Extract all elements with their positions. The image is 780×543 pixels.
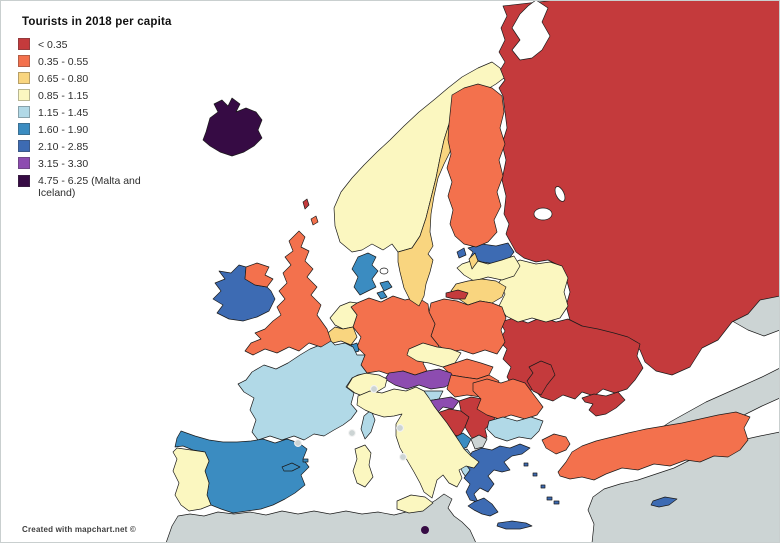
region-peloponnese[interactable]: [467, 497, 499, 517]
legend-item: 0.85 - 1.15: [18, 89, 188, 102]
legend-item: 1.60 - 1.90: [18, 123, 188, 136]
country-malta-dot[interactable]: [421, 526, 429, 534]
microstate-vatican-dot[interactable]: [399, 453, 407, 461]
legend-items: < 0.35 0.35 - 0.55 0.65 - 0.80 0.85 - 1.15 1…: [18, 38, 188, 200]
region-turkey-thrace[interactable]: [541, 433, 571, 455]
region-aegean-island[interactable]: [546, 496, 553, 501]
country-finland[interactable]: [446, 83, 506, 248]
legend-item: 3.15 - 3.30: [18, 157, 188, 170]
white-sea: [511, 0, 551, 61]
country-denmark-funen[interactable]: [376, 290, 388, 300]
country-moldova[interactable]: [526, 360, 556, 396]
region-gotland[interactable]: [468, 252, 479, 270]
country-cyprus[interactable]: [650, 496, 678, 508]
region-aegean-island[interactable]: [523, 462, 529, 467]
country-estonia-islands[interactable]: [456, 247, 467, 259]
country-sweden[interactable]: [397, 123, 453, 307]
legend-swatch: [18, 55, 30, 68]
region-sicily[interactable]: [396, 494, 434, 514]
legend-swatch: [18, 38, 30, 50]
legend-swatch: [18, 106, 30, 119]
legend-label: 3.15 - 3.30: [38, 157, 89, 170]
region-crete[interactable]: [496, 520, 533, 530]
legend-title: Tourists in 2018 per capita: [22, 16, 172, 28]
region-crimea[interactable]: [581, 391, 626, 417]
country-netherlands[interactable]: [329, 301, 358, 330]
region-faroe-islands[interactable]: [302, 198, 310, 210]
legend-swatch: [18, 89, 30, 102]
legend-swatch: [18, 72, 30, 85]
country-italy[interactable]: [356, 386, 480, 499]
legend-item: < 0.35: [18, 38, 188, 51]
region-menorca[interactable]: [302, 458, 309, 463]
country-united-kingdom[interactable]: [244, 230, 332, 356]
country-turkey[interactable]: [557, 411, 751, 481]
country-romania[interactable]: [472, 378, 544, 420]
region-kosovo[interactable]: [470, 434, 488, 450]
microstate-liechtenstein-dot[interactable]: [370, 385, 378, 393]
country-ireland[interactable]: [212, 264, 276, 322]
country-denmark-zealand[interactable]: [379, 280, 393, 292]
region-north-africa: [165, 493, 477, 543]
country-denmark[interactable]: [351, 252, 379, 296]
legend-swatch: [18, 157, 30, 170]
region-northern-ireland[interactable]: [244, 262, 274, 288]
legend-label: 0.85 - 1.15: [38, 89, 89, 102]
legend-label: 1.60 - 1.90: [38, 123, 89, 136]
legend-swatch: [18, 174, 30, 187]
legend: Tourists in 2018 per capita < 0.35 0.35 -…: [18, 16, 188, 204]
region-aegean-island[interactable]: [540, 484, 546, 489]
region-rhodes[interactable]: [553, 500, 560, 505]
legend-label: 0.35 - 0.55: [38, 55, 89, 68]
country-bulgaria[interactable]: [486, 416, 544, 442]
attribution-text: Created with mapchart.net ©: [22, 525, 136, 534]
country-belgium[interactable]: [323, 326, 358, 346]
legend-item: 0.65 - 0.80: [18, 72, 188, 85]
lake-ladoga: [533, 207, 553, 221]
microstate-san-marino-dot[interactable]: [396, 424, 404, 432]
legend-label: 0.65 - 0.80: [38, 72, 89, 85]
legend-label: < 0.35: [38, 38, 68, 51]
legend-label: 4.75 - 6.25 (Malta and Iceland): [38, 175, 141, 200]
microstate-monaco-dot[interactable]: [348, 429, 356, 437]
lake-onega: [554, 186, 566, 202]
lake-vanern: [379, 267, 389, 275]
legend-label: 1.15 - 1.45: [38, 106, 89, 119]
legend-item: 1.15 - 1.45: [18, 106, 188, 119]
country-greece[interactable]: [463, 443, 531, 503]
legend-swatch: [18, 140, 30, 153]
region-shetland[interactable]: [310, 215, 319, 226]
region-middle-east: [587, 431, 780, 543]
country-iceland[interactable]: [202, 97, 263, 157]
region-sardinia[interactable]: [352, 444, 374, 488]
legend-label: 2.10 - 2.85: [38, 140, 89, 153]
legend-item: 2.10 - 2.85: [18, 140, 188, 153]
legend-item: 4.75 - 6.25 (Malta and Iceland): [18, 174, 188, 200]
microstate-andorra-dot[interactable]: [294, 439, 302, 447]
region-kaliningrad[interactable]: [445, 289, 469, 300]
region-aegean-island[interactable]: [532, 472, 538, 477]
legend-swatch: [18, 123, 30, 136]
country-poland[interactable]: [428, 298, 507, 355]
legend-item: 0.35 - 0.55: [18, 55, 188, 68]
country-portugal[interactable]: [172, 447, 212, 512]
region-balearics[interactable]: [281, 462, 301, 472]
